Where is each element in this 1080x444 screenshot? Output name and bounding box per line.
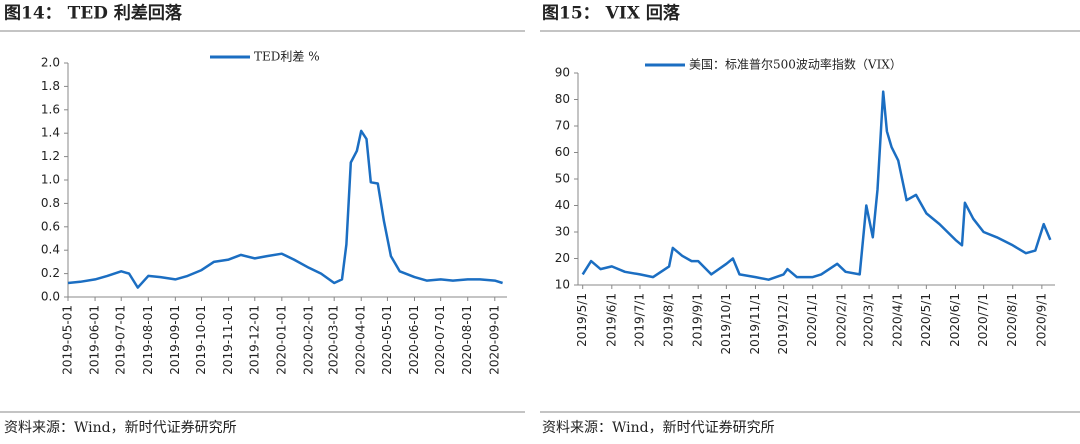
source: 资料来源：Wind，新时代证券研究所 — [4, 420, 237, 436]
x-tick-label: 2019/12/1 — [776, 293, 790, 355]
data-line — [67, 129, 503, 289]
y-tick-label: 2.0 — [41, 56, 60, 70]
y-tick-label: 0.8 — [41, 196, 60, 210]
legend-label: TED利差 % — [254, 50, 320, 64]
x-tick-label: 2020-02-01 — [301, 305, 315, 375]
x-tick-label: 2019-11-01 — [221, 305, 235, 375]
x-tick-label: 2019-12-01 — [247, 305, 261, 375]
y-tick-label: 90 — [555, 66, 570, 80]
x-tick-label: 2020-06-01 — [407, 305, 421, 375]
data-line — [581, 90, 1052, 281]
x-tick-label: 2020/8/1 — [1005, 293, 1019, 347]
y-tick-label: 1.8 — [41, 79, 60, 93]
x-tick-label: 2020/7/1 — [976, 293, 990, 347]
x-tick-label: 2019/11/1 — [748, 293, 762, 355]
y-tick-label: 0.6 — [41, 219, 60, 233]
x-tick-label: 2019-05-01 — [61, 305, 75, 375]
x-tick-label: 2019/9/1 — [691, 293, 705, 347]
source: 资料来源：Wind，新时代证券研究所 — [542, 420, 775, 436]
x-tick-label: 2020/9/1 — [1034, 293, 1048, 347]
x-tick-label: 2020-07-01 — [433, 305, 447, 375]
y-tick-label: 0.0 — [41, 290, 60, 304]
x-tick-label: 2019/6/1 — [604, 293, 618, 347]
y-tick-label: 50 — [555, 172, 570, 186]
legend-label: 美国：标准普尔500波动率指数（VIX） — [689, 57, 902, 72]
chart-title: 图15： VIX 回落 — [542, 4, 681, 24]
x-tick-label: 2019-09-01 — [168, 305, 182, 375]
x-tick-label: 2019-07-01 — [114, 305, 128, 375]
x-tick-label: 2020-04-01 — [354, 305, 368, 375]
x-tick-label: 2019/10/1 — [719, 293, 733, 355]
x-tick-label: 2020/6/1 — [948, 293, 962, 347]
x-tick-label: 2020-09-01 — [487, 305, 501, 375]
chart-title: 图14： TED 利差回落 — [4, 3, 183, 24]
x-tick-label: 2020/1/1 — [805, 293, 819, 347]
x-tick-label: 2020-05-01 — [380, 305, 394, 375]
y-tick-label: 20 — [555, 251, 570, 265]
y-tick-label: 60 — [555, 145, 570, 159]
y-tick-label: 0.2 — [41, 266, 60, 280]
x-tick-label: 2020/3/1 — [862, 293, 876, 347]
y-tick-label: 1.0 — [41, 173, 60, 187]
x-tick-label: 2019/8/1 — [662, 293, 676, 347]
x-tick-label: 2019/7/1 — [632, 293, 646, 347]
y-tick-label: 0.4 — [41, 243, 60, 257]
y-tick-label: 30 — [555, 225, 570, 239]
x-tick-label: 2019-10-01 — [194, 305, 208, 375]
y-tick-label: 80 — [555, 92, 570, 106]
y-tick-label: 1.6 — [41, 102, 60, 116]
y-tick-label: 70 — [555, 119, 570, 133]
y-tick-label: 40 — [555, 198, 570, 212]
x-tick-label: 2020-01-01 — [274, 305, 288, 375]
x-tick-label: 2020-08-01 — [460, 305, 474, 375]
y-tick-label: 1.2 — [41, 149, 60, 163]
x-tick-label: 2019-08-01 — [141, 305, 155, 375]
y-tick-label: 10 — [555, 278, 570, 292]
x-tick-label: 2020/5/1 — [919, 293, 933, 347]
x-tick-label: 2019-06-01 — [88, 305, 102, 375]
x-tick-label: 2020/2/1 — [834, 293, 848, 347]
x-tick-label: 2019/5/1 — [575, 293, 589, 347]
y-tick-label: 1.4 — [41, 126, 60, 140]
x-tick-label: 2020-03-01 — [327, 305, 341, 375]
x-tick-label: 2020/4/1 — [891, 293, 905, 347]
